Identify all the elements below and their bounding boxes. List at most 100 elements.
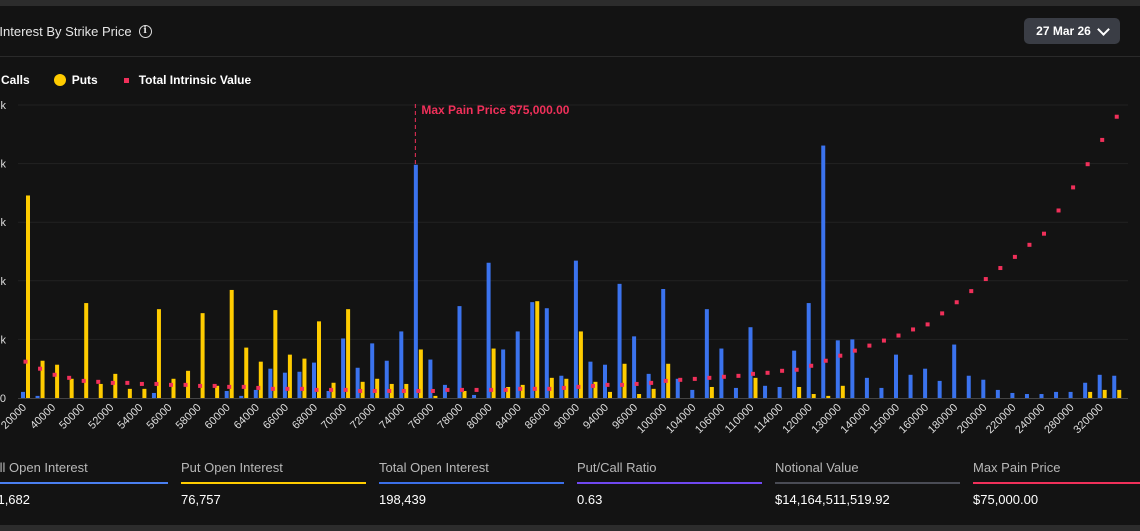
x-tick-label: 54000	[115, 402, 145, 432]
put-bar	[1117, 389, 1122, 398]
intrinsic-value-point	[780, 368, 785, 373]
intrinsic-value-point	[314, 387, 319, 392]
put-bar	[462, 390, 467, 398]
intrinsic-value-point	[809, 363, 814, 368]
put-bar	[389, 383, 394, 398]
x-tick-label: 86000	[523, 402, 553, 432]
intrinsic-value-point	[401, 388, 406, 393]
call-bar	[835, 340, 840, 398]
intrinsic-value-point	[416, 388, 421, 393]
stat-underline	[379, 482, 564, 484]
x-tick-label: 110000	[723, 402, 757, 436]
intrinsic-value-point	[183, 382, 188, 387]
call-bar	[1024, 394, 1029, 398]
stat-underline	[775, 482, 960, 484]
stat-value: $75,000.00	[973, 492, 1039, 507]
stat-total-oi: Total Open Interest 198,439	[379, 460, 564, 507]
x-tick-label: 160000	[897, 402, 931, 436]
call-bar	[821, 145, 826, 398]
call-bar	[297, 371, 302, 398]
put-bar	[317, 321, 321, 398]
intrinsic-value-point	[969, 289, 974, 294]
info-icon[interactable]: i	[138, 25, 152, 38]
intrinsic-value-point	[590, 383, 595, 388]
intrinsic-value-point	[838, 353, 843, 358]
x-tick-label: 220000	[984, 402, 1018, 436]
call-bar	[864, 377, 869, 398]
legend-label-puts: Puts	[71, 73, 98, 87]
intrinsic-value-point	[96, 379, 101, 384]
call-bar	[937, 380, 942, 398]
put-bar	[433, 395, 438, 398]
put-bar	[186, 370, 191, 398]
stat-label: Put Open Interest	[181, 460, 283, 475]
stat-label: Max Pain Price	[973, 460, 1061, 475]
legend-item-intrinsic[interactable]: Total Intrinsic Value	[122, 73, 251, 87]
bottom-window-edge	[0, 525, 1140, 531]
put-bar	[491, 348, 496, 398]
intrinsic-value-point	[358, 388, 363, 393]
intrinsic-value-point	[576, 384, 581, 389]
intrinsic-value-point	[881, 338, 886, 343]
x-tick-label: 320000	[1071, 402, 1105, 436]
call-bar	[253, 389, 258, 398]
call-bar	[1010, 392, 1015, 398]
put-bar	[1088, 391, 1093, 398]
legend-item-calls[interactable]: Calls	[0, 73, 30, 87]
put-bar	[709, 386, 714, 398]
call-bar	[792, 350, 797, 398]
x-tick-label: 20000	[0, 402, 29, 432]
expiry-dropdown[interactable]: 27 Mar 26	[1024, 18, 1120, 44]
put-bar	[549, 377, 554, 398]
stat-value: 121,682	[0, 492, 30, 507]
put-bar	[360, 381, 365, 398]
chart-legend: Calls Puts Total Intrinsic Value	[0, 73, 275, 87]
intrinsic-value-point	[343, 387, 348, 392]
intrinsic-value-point	[169, 382, 173, 387]
stat-underline	[181, 482, 366, 484]
put-bar	[578, 331, 583, 398]
stat-put-oi: Put Open Interest 76,757	[181, 460, 366, 507]
intrinsic-value-point	[285, 386, 290, 391]
x-tick-label: 200000	[955, 402, 989, 436]
put-bar	[593, 381, 598, 398]
x-tick-label: 60000	[203, 402, 233, 432]
call-bar	[370, 343, 375, 398]
intrinsic-value-point	[925, 322, 930, 327]
intrinsic-value-point	[125, 380, 130, 385]
call-bar	[472, 394, 477, 398]
x-tick-label: 240000	[1013, 402, 1047, 436]
call-bar	[850, 339, 855, 398]
intrinsic-value-point	[634, 381, 639, 386]
put-bar	[418, 349, 423, 398]
put-bar	[258, 361, 263, 398]
put-bar	[26, 195, 30, 398]
call-bar	[748, 327, 753, 398]
put-bar	[520, 384, 525, 398]
call-bar	[704, 309, 709, 398]
intrinsic-value-point	[547, 386, 552, 391]
x-tick-label: 120000	[780, 402, 814, 436]
put-bar	[273, 310, 278, 398]
stat-value: $14,164,511,519.92	[775, 492, 890, 507]
call-bar	[1039, 394, 1044, 398]
call-bar	[573, 260, 578, 398]
call-bar	[995, 389, 1000, 398]
y-tick-label: 10k	[0, 159, 6, 171]
put-bar	[69, 378, 74, 398]
x-tick-label: 280000	[1042, 402, 1076, 436]
put-bar	[346, 309, 351, 398]
legend-item-puts[interactable]: Puts	[53, 73, 98, 87]
intrinsic-value-point	[852, 348, 857, 353]
call-bar	[661, 289, 666, 398]
stat-label: Put/Call Ratio	[577, 460, 657, 475]
stat-call-oi: Call Open Interest 121,682	[0, 460, 168, 507]
stat-max-pain: Max Pain Price $75,000.00	[973, 460, 1140, 507]
x-tick-label: 70000	[319, 402, 349, 432]
put-bar	[826, 395, 831, 398]
call-bar	[559, 375, 564, 398]
intrinsic-value-point	[212, 383, 217, 388]
call-bar	[603, 364, 607, 398]
call-bar	[35, 395, 40, 398]
x-tick-label: 104000	[664, 402, 698, 436]
